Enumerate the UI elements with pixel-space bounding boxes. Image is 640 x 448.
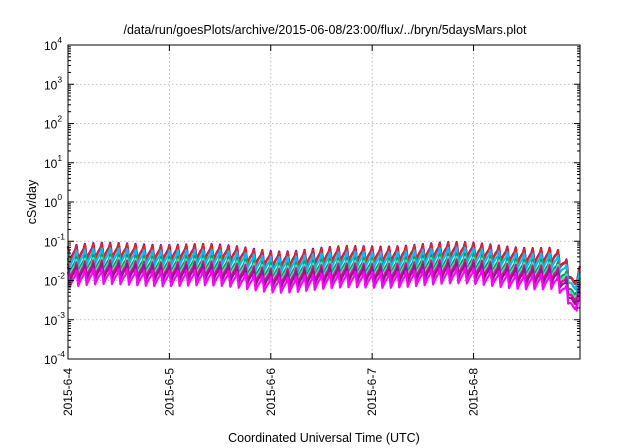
data-series	[66, 240, 581, 312]
y-tick-label: 100	[44, 192, 62, 210]
y-tick-exponent: 2	[57, 114, 62, 124]
y-tick-exponent: 3	[57, 74, 62, 84]
x-tick-label: 2015-6-8	[467, 368, 481, 416]
y-tick-exponent: -3	[57, 310, 65, 320]
y-tick-exponent: 4	[57, 35, 62, 45]
y-tick-base: 10	[44, 314, 58, 328]
y-tick-exponent: -2	[57, 271, 65, 281]
y-tick-label: 10-4	[44, 349, 65, 367]
y-tick-base: 10	[44, 78, 58, 92]
x-tick-label: 2015-6-6	[264, 368, 278, 416]
y-tick-exponent: -4	[57, 349, 65, 359]
x-tick-labels: 2015-6-4 2015-6-5 2015-6-6 2015-6-7 2015-6-8	[61, 368, 481, 416]
y-tick-label: 104	[44, 35, 62, 53]
y-tick-label: 10-2	[44, 271, 65, 289]
x-tick-label: 2015-6-5	[162, 368, 176, 416]
x-axis-label: Coordinated Universal Time (UTC)	[228, 431, 420, 445]
y-tick-base: 10	[44, 196, 58, 210]
y-tick-base: 10	[44, 39, 58, 53]
chart-title: /data/run/goesPlots/archive/2015-06-08/2…	[123, 23, 527, 37]
y-axis-label: cSv/day	[25, 179, 39, 224]
y-tick-label: 102	[44, 114, 62, 132]
y-tick-base: 10	[44, 157, 58, 171]
y-tick-base: 10	[44, 118, 58, 132]
x-tick-label: 2015-6-7	[365, 368, 379, 416]
y-tick-label: 10-1	[44, 231, 65, 249]
grid-lines	[68, 45, 580, 359]
y-tick-exponent: 0	[57, 192, 62, 202]
y-tick-base: 10	[44, 275, 58, 289]
axis-ticks	[67, 44, 580, 360]
y-tick-label: 103	[44, 74, 62, 92]
x-tick-label: 2015-6-4	[61, 368, 75, 416]
y-tick-label: 101	[44, 153, 62, 171]
y-tick-exponent: -1	[57, 231, 65, 241]
y-tick-exponent: 1	[57, 153, 62, 163]
series-line-8	[66, 266, 581, 312]
y-tick-base: 10	[44, 353, 58, 367]
y-tick-base: 10	[44, 235, 58, 249]
y-tick-label: 10-3	[44, 310, 65, 328]
